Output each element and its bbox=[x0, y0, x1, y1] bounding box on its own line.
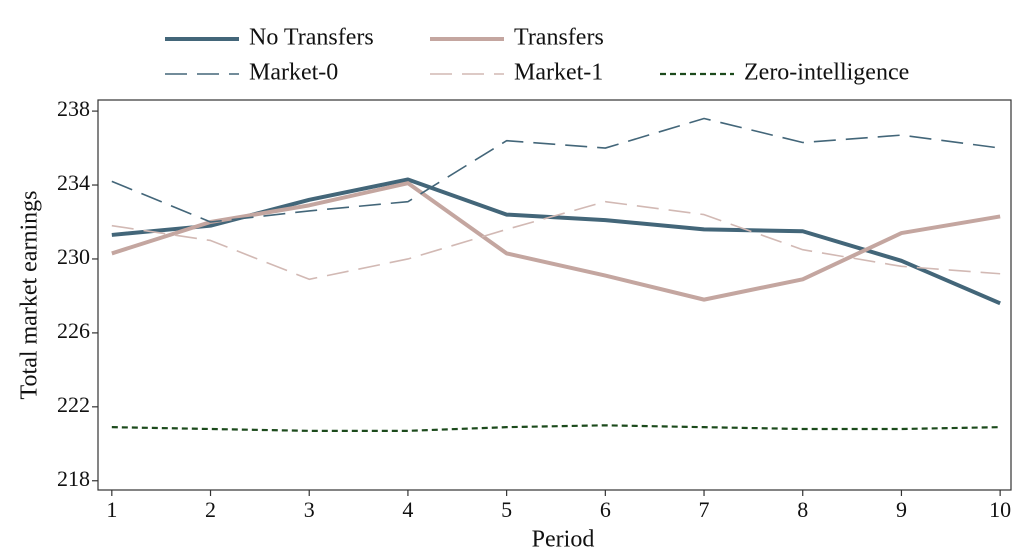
x-tick-label: 5 bbox=[501, 497, 512, 522]
x-tick-label: 4 bbox=[402, 497, 413, 522]
x-tick-label: 2 bbox=[205, 497, 216, 522]
legend-label: Zero-intelligence bbox=[744, 60, 909, 86]
series-line bbox=[111, 177, 1001, 306]
x-tick-label: 3 bbox=[304, 497, 315, 522]
x-tick-label: 9 bbox=[896, 497, 907, 522]
y-axis-title: Total market earnings bbox=[17, 191, 43, 400]
plot-frame bbox=[97, 99, 1012, 491]
y-tick-label: 238 bbox=[57, 96, 90, 121]
legend-label: Transfers bbox=[514, 25, 604, 51]
x-tick-label: 6 bbox=[600, 497, 611, 522]
legend-label: Market-0 bbox=[249, 60, 338, 86]
series-line bbox=[111, 200, 1001, 281]
legend-label: No Transfers bbox=[249, 25, 374, 51]
x-axis-title: Period bbox=[532, 527, 595, 553]
y-tick-label: 230 bbox=[57, 244, 90, 269]
x-tick-label: 1 bbox=[106, 497, 117, 522]
y-tick-label: 218 bbox=[57, 466, 90, 491]
series-line bbox=[111, 117, 1001, 223]
y-tick-label: 234 bbox=[57, 170, 90, 195]
x-tick-label: 10 bbox=[989, 497, 1011, 522]
x-tick-label: 7 bbox=[699, 497, 710, 522]
y-tick-label: 222 bbox=[57, 392, 90, 417]
series-line bbox=[111, 181, 1001, 302]
y-tick-label: 226 bbox=[57, 318, 90, 343]
x-tick-label: 8 bbox=[797, 497, 808, 522]
series-line bbox=[111, 424, 1001, 432]
legend-label: Market-1 bbox=[514, 60, 603, 86]
